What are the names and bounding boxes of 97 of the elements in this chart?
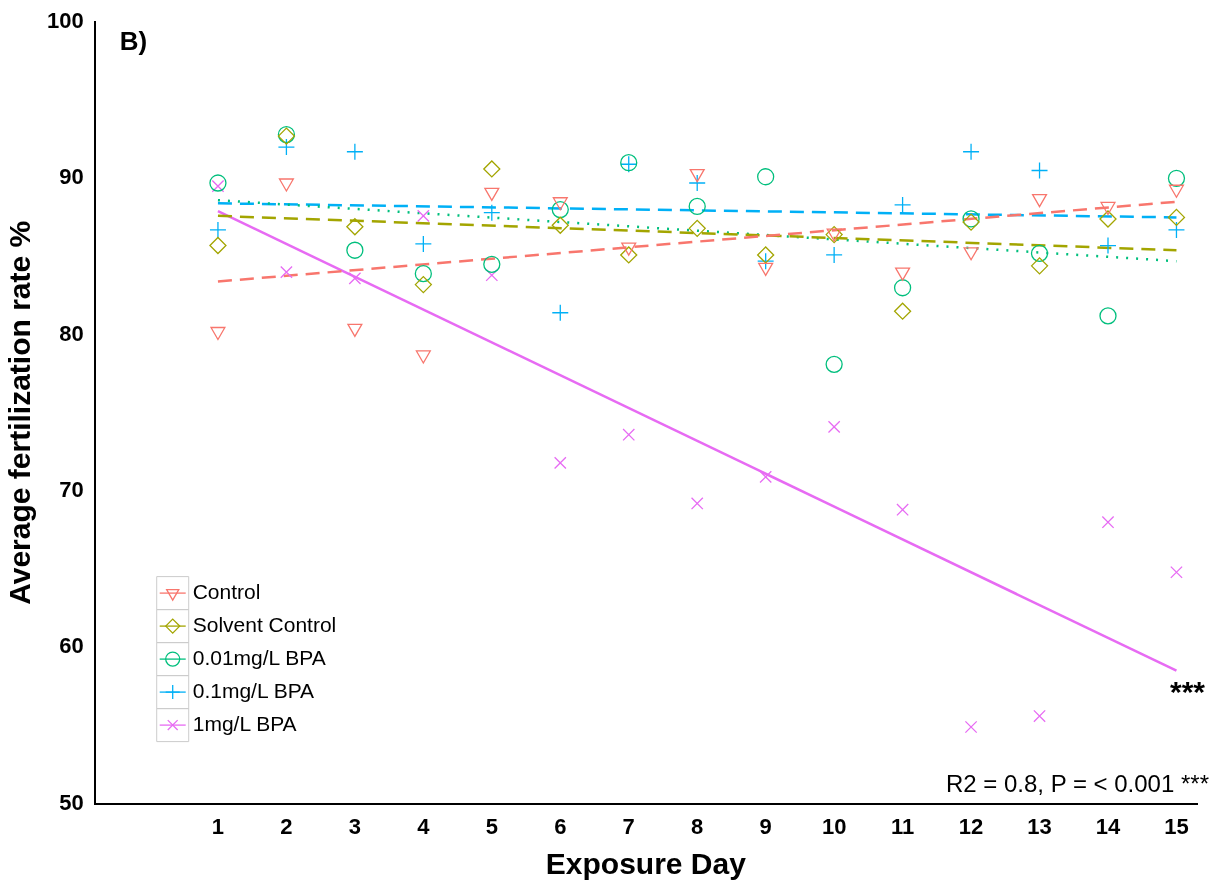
- point: [1030, 257, 1049, 275]
- y-tick-label: 80: [59, 320, 84, 346]
- point: [689, 168, 705, 183]
- point: [346, 143, 364, 161]
- legend-label: 0.1mg/L BPA: [192, 678, 315, 702]
- x-tick-label: 7: [622, 813, 635, 839]
- x-tick-label: 5: [485, 813, 498, 839]
- point: [483, 204, 501, 222]
- y-tick-label: 70: [59, 477, 84, 503]
- point: [415, 350, 431, 364]
- point: [483, 255, 501, 273]
- y-axis-title: Average fertilization rate %: [3, 220, 37, 605]
- point: [414, 265, 432, 283]
- point: [1167, 169, 1186, 187]
- point: [209, 236, 227, 255]
- point: [757, 246, 775, 264]
- point: [896, 503, 909, 517]
- y-tick-label: 90: [59, 164, 84, 190]
- point: [551, 200, 569, 219]
- point: [962, 143, 980, 161]
- point: [552, 197, 568, 211]
- point: [688, 219, 706, 237]
- legend-label: 1mg/L BPA: [192, 711, 297, 735]
- legend-label: Solvent Control: [192, 612, 337, 636]
- point: [1167, 208, 1186, 227]
- point: [895, 267, 911, 281]
- x-tick-label: 4: [417, 813, 431, 839]
- point: [483, 160, 501, 178]
- point: [1030, 161, 1049, 180]
- point: [758, 262, 774, 277]
- point: [622, 428, 636, 441]
- point: [280, 265, 293, 279]
- point: [551, 304, 569, 322]
- point: [1099, 210, 1117, 228]
- point: [1167, 221, 1186, 239]
- point: [1168, 184, 1185, 198]
- x-tick-label: 10: [821, 813, 847, 839]
- point: [417, 209, 430, 223]
- point: [620, 246, 638, 264]
- point: [893, 302, 912, 320]
- point: [211, 179, 225, 193]
- legend-label: Control: [192, 579, 261, 603]
- point: [210, 326, 226, 341]
- point: [759, 470, 772, 484]
- point: [1031, 193, 1048, 208]
- x-tick-label: 6: [554, 813, 567, 839]
- x-tick-label: 3: [348, 813, 361, 839]
- point: [346, 241, 364, 259]
- y-tick-label: 60: [59, 633, 84, 659]
- point: [1101, 515, 1115, 529]
- point: [278, 178, 294, 192]
- point: [1030, 244, 1049, 262]
- annotation: R2 = 0.8, P = < 0.001 ***: [945, 770, 1209, 798]
- point: [893, 279, 912, 297]
- x-tick-label: 9: [759, 813, 772, 839]
- point: [209, 174, 227, 192]
- point: [825, 355, 843, 373]
- x-tick-label: 12: [958, 813, 984, 839]
- annotation: ***: [1169, 674, 1206, 708]
- point: [347, 323, 363, 338]
- x-tick-label: 15: [1164, 813, 1189, 839]
- point: [553, 456, 567, 470]
- point: [414, 275, 432, 294]
- point: [963, 247, 979, 261]
- annotation: B): [119, 26, 148, 57]
- x-tick-label: 1: [211, 813, 225, 839]
- point: [688, 197, 706, 216]
- point: [690, 497, 704, 510]
- x-tick-label: 14: [1095, 813, 1121, 839]
- x-tick-label: 8: [691, 813, 704, 839]
- point: [484, 187, 500, 202]
- point: [414, 235, 432, 253]
- x-tick-label: 11: [890, 813, 915, 839]
- point: [1100, 201, 1116, 216]
- point: [825, 246, 843, 264]
- point: [757, 252, 775, 270]
- point: [277, 138, 296, 156]
- legend-label: 0.01mg/L BPA: [192, 645, 326, 669]
- point: [688, 174, 706, 192]
- point: [1099, 307, 1117, 325]
- y-tick-label: 100: [46, 8, 84, 34]
- point: [827, 420, 841, 434]
- point: [1033, 709, 1046, 723]
- y-tick-label: 50: [59, 789, 84, 815]
- point: [964, 720, 978, 734]
- x-tick-label: 2: [280, 813, 293, 839]
- point: [757, 168, 775, 186]
- point: [348, 272, 362, 285]
- point: [893, 196, 912, 214]
- point: [1099, 236, 1117, 255]
- point: [346, 218, 364, 236]
- x-axis-title: Exposure Day: [545, 847, 747, 881]
- x-tick-label: 13: [1027, 813, 1052, 839]
- point: [621, 242, 637, 256]
- point: [209, 221, 227, 239]
- point: [551, 216, 569, 234]
- point: [1170, 565, 1183, 579]
